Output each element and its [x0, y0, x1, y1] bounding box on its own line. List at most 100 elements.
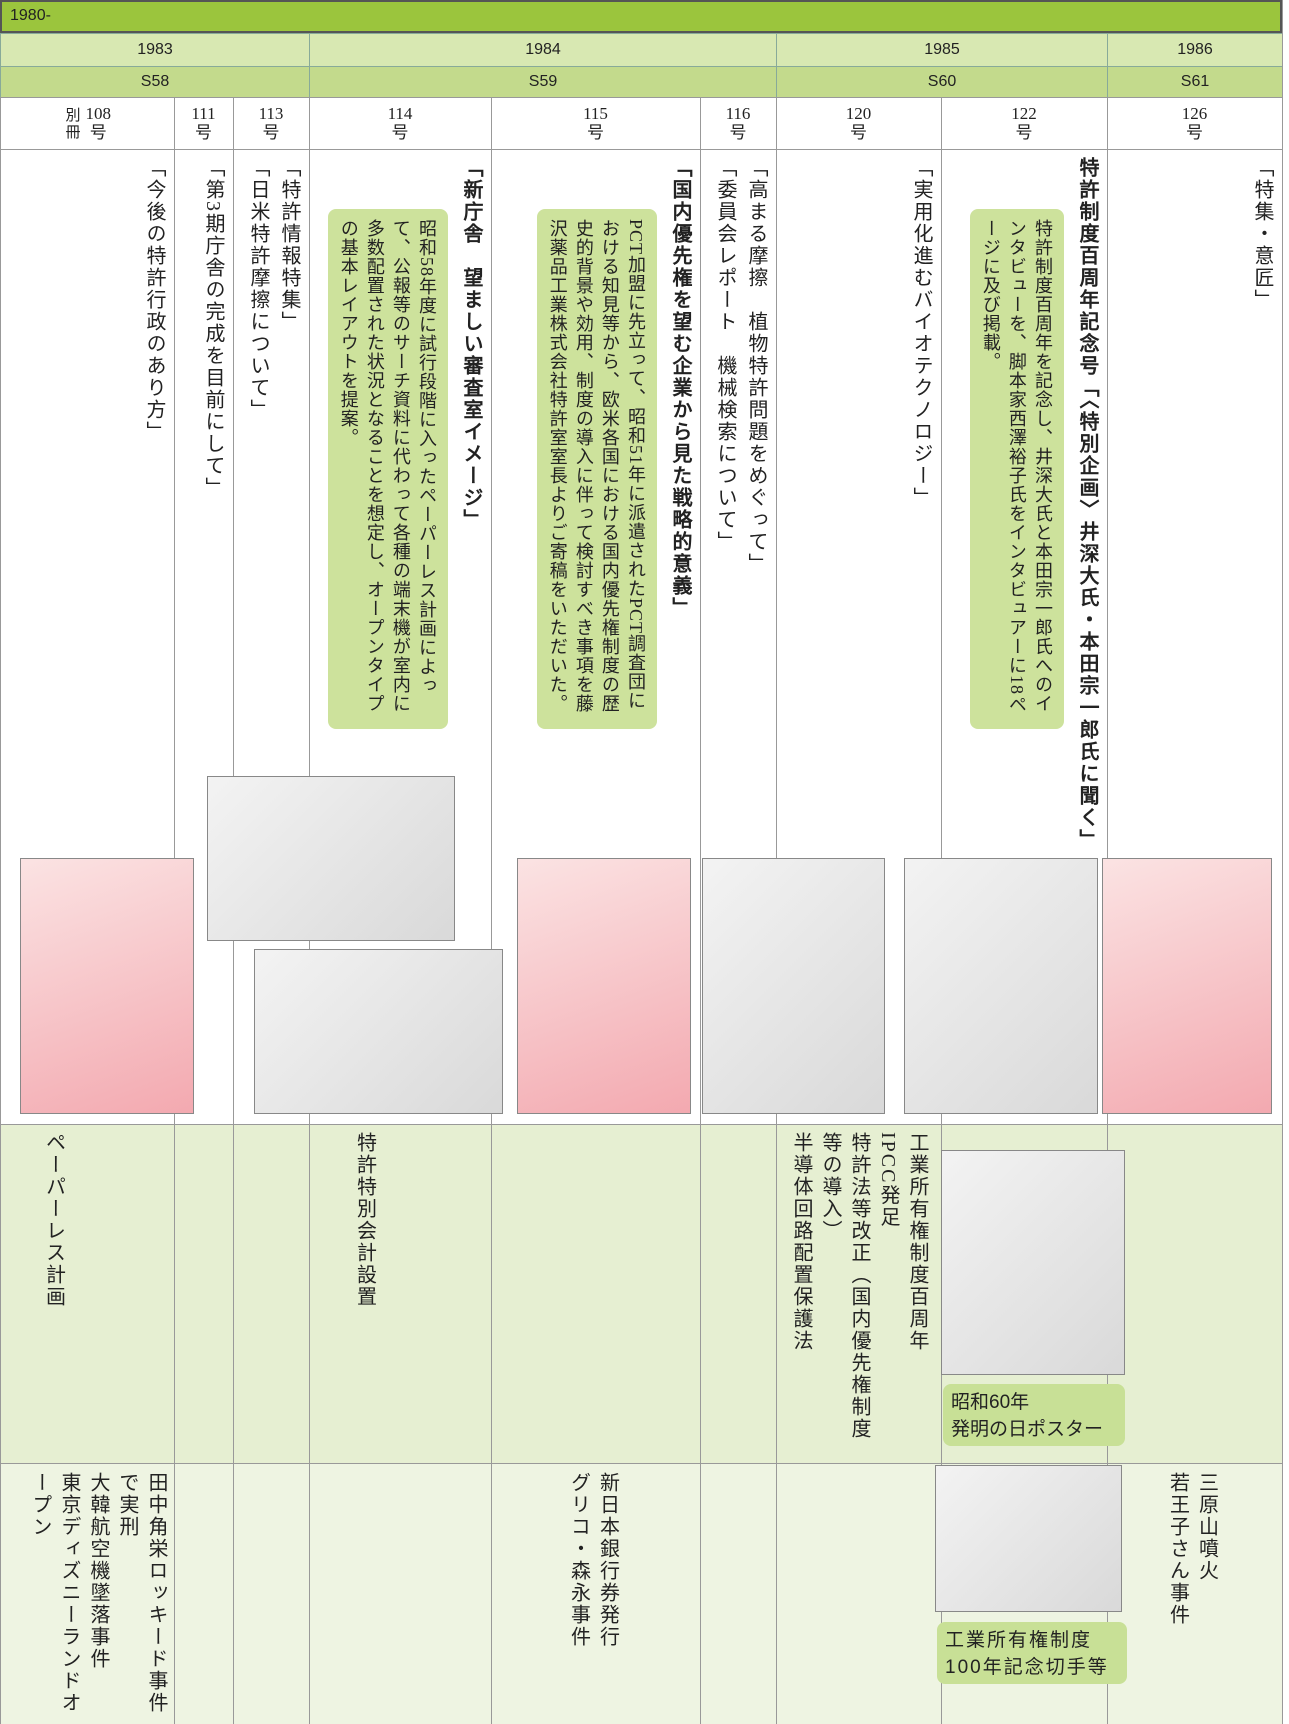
article-cell: 「新庁舎 望ましい審査室イメージ」 昭和58年度に試行段階に入ったペーパーレス計画… — [313, 157, 487, 857]
issue-number: 126 — [1181, 103, 1208, 123]
year: 1985 — [776, 33, 1107, 66]
article-cell: 「国内優先権を望む企業から見た戦略的意義」 PCT加盟に先立って、昭和51年に派遣… — [495, 157, 696, 857]
issue: 122 号 — [941, 98, 1107, 149]
issue-suffix: 号 — [1186, 122, 1203, 142]
issue-suffix: 号 — [850, 122, 867, 142]
showa: S60 — [776, 66, 1107, 97]
image — [904, 858, 1098, 1114]
issue-number-box: 108 号 — [85, 103, 112, 142]
issue-number-box: 126 号 — [1181, 103, 1208, 142]
issue-number-box: 115 号 — [583, 103, 608, 142]
society-cell: 田中角栄ロッキード事件で実刑 大韓航空機墜落事件 東京ディズニーランドオープン — [4, 1472, 170, 1722]
image — [941, 1150, 1125, 1375]
row-line — [0, 97, 1282, 98]
showa: S61 — [1107, 66, 1282, 97]
issue: 116 号 — [700, 98, 776, 149]
year: 1986 — [1107, 33, 1282, 66]
article-cell: 特許制度百周年記念号「〈特別企画〉井深大氏・本田宗一郎氏に聞く」 特許制度百周年を… — [945, 157, 1103, 857]
society-item: 東京ディズニーランドオープン — [29, 1472, 80, 1714]
event-caption: 昭和60年発明の日ポスター — [943, 1384, 1125, 1446]
society-item: グリコ・森永事件 — [567, 1472, 590, 1648]
issue: 別冊 108 号 — [0, 98, 174, 149]
issue-suffix: 号 — [729, 122, 747, 142]
issue-suffix: 号 — [1015, 122, 1033, 142]
col-line — [491, 97, 492, 1724]
issue-number-box: 111 号 — [191, 104, 215, 142]
society-cell — [780, 1472, 937, 1722]
col-line — [0, 97, 1, 1724]
event: ペーパーレス計画 — [42, 1132, 65, 1308]
event-cell — [704, 1132, 772, 1452]
image — [702, 858, 885, 1114]
article: 「国内優先権を望む企業から見た戦略的意義」 — [669, 157, 691, 619]
issue-suffix: 号 — [262, 122, 280, 142]
society-cell — [237, 1472, 305, 1722]
event: 特許特別会計設置 — [353, 1132, 376, 1308]
article: 「委員会レポート 機械検索について」 — [714, 157, 736, 553]
article: 「日米特許摩擦について」 — [247, 157, 269, 421]
issue-number: 115 — [583, 103, 608, 123]
issue-suffix: 号 — [89, 122, 107, 142]
issue: 120 号 — [776, 98, 941, 149]
showa-row — [0, 66, 1282, 97]
caption-line: 100年記念切手等 — [945, 1656, 1109, 1678]
article: 「特許情報特集」 — [278, 157, 300, 333]
society-caption: 工業所有権制度 100年記念切手等 — [937, 1622, 1127, 1684]
article: 「今後の特許行政のあり方」 — [143, 157, 165, 443]
caption-line: 発明の日ポスター — [951, 1418, 1104, 1440]
event-cell — [1111, 1132, 1278, 1452]
issue-number-box: 114 号 — [387, 103, 413, 142]
issue: 113 号 — [233, 98, 309, 149]
event-cell — [178, 1132, 229, 1452]
issue-number-box: 120 号 — [845, 103, 872, 142]
col-line — [1282, 0, 1283, 1724]
issue-number: 116 — [725, 103, 751, 123]
event-cell: 特許特別会計設置 — [313, 1132, 487, 1452]
row-line — [0, 1124, 1282, 1125]
issue: 126 号 — [1107, 98, 1282, 149]
society-cell — [178, 1472, 229, 1722]
image — [207, 776, 455, 941]
event-cell: ペーパーレス計画 — [4, 1132, 170, 1452]
event-cell — [237, 1132, 305, 1452]
issue-number: 120 — [845, 103, 872, 123]
society-cell — [704, 1472, 772, 1722]
event: 特許法等改正（国内優先権制度等の導入） — [819, 1132, 870, 1440]
society-item: 田中角栄ロッキード事件で実刑 — [116, 1472, 167, 1714]
showa: S59 — [309, 66, 776, 97]
caption-line: 工業所有権制度 — [945, 1630, 1093, 1651]
year: 1983 — [0, 33, 309, 66]
issue-number: 113 — [258, 103, 284, 123]
caption-line: 昭和60年 — [951, 1392, 1030, 1413]
society-item: 大韓航空機墜落事件 — [87, 1472, 109, 1670]
article-cell: 「高まる摩擦 植物特許問題をめぐって」 「委員会レポート 機械検索について」 — [704, 157, 772, 857]
event: 半導体回路配置保護法 — [790, 1132, 812, 1352]
era-bar: 1980- — [0, 0, 1282, 33]
issue-number: 108 — [85, 103, 112, 123]
col-line — [700, 97, 701, 1724]
article-cell: 「第3期庁舎の完成を目前にして」 — [178, 157, 229, 857]
image — [1102, 858, 1272, 1114]
society-cell — [313, 1472, 487, 1722]
article-cell: 「特許情報特集」 「日米特許摩擦について」 — [237, 157, 305, 857]
article-cell: 「今後の特許行政のあり方」 — [4, 157, 170, 857]
society-cell: 三原山噴火 若王子さん事件 — [1111, 1472, 1278, 1722]
article: 「新庁舎 望ましい審査室イメージ」 — [460, 157, 482, 531]
image — [517, 858, 691, 1114]
year-row — [0, 33, 1282, 66]
issue-number: 114 — [387, 103, 413, 123]
article: 「実用化進むバイオテクノロジー」 — [910, 157, 932, 509]
article: 特許制度百周年記念号「〈特別企画〉井深大氏・本田宗一郎氏に聞く」 — [1076, 157, 1098, 851]
row-line — [0, 149, 1282, 150]
event-cell: 工業所有権制度百周年 IPCC発足 特許法等改正（国内優先権制度等の導入） 半導体回路… — [780, 1132, 937, 1452]
event-cell — [495, 1132, 696, 1452]
issue-suffix: 号 — [587, 122, 604, 142]
article: 「高まる摩擦 植物特許問題をめぐって」 — [745, 157, 767, 575]
society-item: 新日本銀行券発行 — [596, 1472, 619, 1648]
article: 「特集・意匠」 — [1251, 157, 1273, 311]
issue: 114 号 — [309, 98, 491, 149]
issue-number-box: 113 号 — [258, 103, 284, 142]
showa: S58 — [0, 66, 309, 97]
image — [254, 949, 503, 1114]
